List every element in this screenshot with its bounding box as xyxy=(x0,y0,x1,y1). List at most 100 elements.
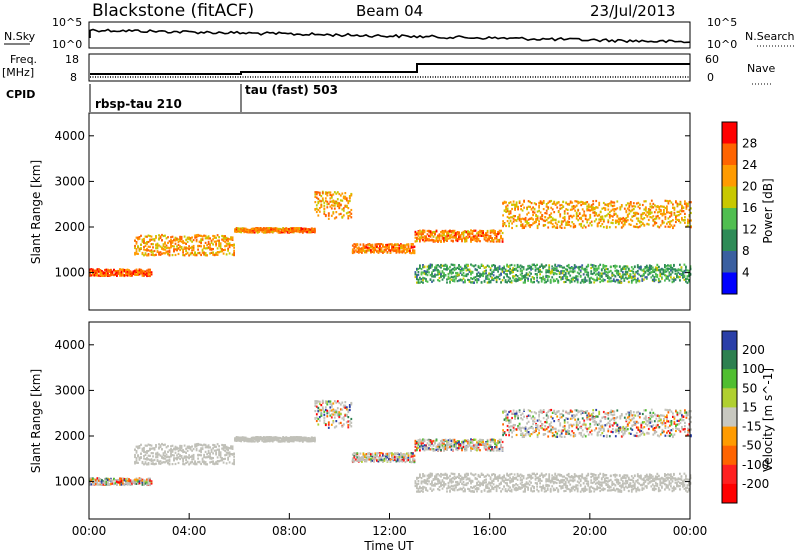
velocity-cell xyxy=(359,459,362,462)
power-cell xyxy=(371,243,374,246)
power-cell xyxy=(500,229,502,232)
power-cell xyxy=(174,236,177,239)
power-cell xyxy=(413,249,416,252)
power-cell xyxy=(680,266,683,269)
power-cell xyxy=(185,249,187,252)
power-cell xyxy=(432,279,435,282)
velocity-cell xyxy=(317,406,320,409)
power-cell xyxy=(213,235,216,238)
power-cell xyxy=(413,251,416,254)
power-cell xyxy=(428,271,430,274)
power-cell xyxy=(401,244,404,247)
power-cell xyxy=(277,227,280,230)
power-cell xyxy=(593,267,596,270)
power-cell xyxy=(204,241,207,244)
power-cell xyxy=(501,268,504,271)
power-cell xyxy=(144,249,147,252)
power-cell xyxy=(541,215,544,218)
power-cell xyxy=(638,203,641,206)
power-cell xyxy=(553,201,556,204)
power-cell xyxy=(504,280,507,284)
power-cell xyxy=(624,270,627,273)
velocity-cell xyxy=(194,443,196,446)
velocity-cell xyxy=(285,436,288,439)
velocity-cell xyxy=(212,462,214,465)
power-cell xyxy=(456,238,459,241)
power-cell xyxy=(551,265,554,268)
power-cell xyxy=(323,201,326,204)
velocity-cell xyxy=(398,460,401,463)
velocity-cell xyxy=(170,451,172,454)
power-cell xyxy=(612,278,615,281)
power-cell xyxy=(681,216,683,220)
power-cell xyxy=(161,252,163,255)
power-cell xyxy=(458,234,460,237)
power-cell xyxy=(597,271,600,274)
power-cell xyxy=(135,269,138,272)
power-cell xyxy=(575,217,578,220)
power-cell xyxy=(683,274,686,277)
velocity-cell xyxy=(143,463,145,466)
power-cell xyxy=(670,220,673,223)
power-cell xyxy=(326,200,329,203)
power-cell xyxy=(491,276,493,279)
power-cell xyxy=(584,269,587,272)
power-cell xyxy=(432,275,435,278)
velocity-cell xyxy=(282,436,285,439)
power-cell xyxy=(140,247,142,250)
power-cell xyxy=(491,264,493,267)
power-cell xyxy=(425,239,427,242)
power-cell xyxy=(456,274,459,277)
power-cell xyxy=(479,274,481,277)
power-cell xyxy=(638,267,641,270)
power-cell xyxy=(593,269,596,272)
power-cell xyxy=(195,238,198,241)
power-cell xyxy=(489,280,492,283)
power-cell xyxy=(534,269,537,272)
power-cell xyxy=(681,218,683,221)
velocity-cell xyxy=(218,448,220,451)
velocity-cell xyxy=(179,444,181,447)
velocity-cell xyxy=(323,413,326,416)
power-cell xyxy=(450,272,453,275)
power-cell xyxy=(300,230,303,233)
power-cell xyxy=(392,249,395,252)
power-cell xyxy=(578,268,581,271)
power-cell xyxy=(676,218,679,221)
power-cell xyxy=(434,233,436,236)
velocity-cell xyxy=(371,456,374,459)
power-cell xyxy=(313,230,316,233)
power-cell xyxy=(143,237,145,241)
power-cell xyxy=(446,239,448,242)
power-cell xyxy=(526,208,528,211)
power-cell xyxy=(608,280,611,283)
power-cell xyxy=(423,272,426,275)
velocity-cell xyxy=(212,460,214,463)
velocity-cell xyxy=(155,452,157,455)
power-cell xyxy=(294,227,297,230)
power-cell xyxy=(607,221,610,224)
power-cell xyxy=(271,227,274,230)
power-cell xyxy=(277,229,280,232)
power-cell xyxy=(371,250,374,253)
velocity-cell xyxy=(210,457,213,460)
power-cell xyxy=(688,208,691,212)
power-cell xyxy=(569,270,572,273)
power-cell xyxy=(443,239,445,242)
power-cell xyxy=(562,216,565,219)
power-cell xyxy=(647,270,650,273)
power-cell xyxy=(665,275,668,278)
power-cell xyxy=(147,272,150,275)
power-cell xyxy=(549,272,552,275)
power-cell xyxy=(201,249,204,252)
velocity-cell xyxy=(164,443,166,446)
power-cell xyxy=(511,216,513,219)
power-cell xyxy=(676,269,678,272)
power-cell xyxy=(338,204,341,207)
velocity-cell xyxy=(388,452,390,455)
power-cell xyxy=(536,215,539,218)
power-cell xyxy=(522,275,525,278)
velocity-cell xyxy=(204,461,207,464)
velocity-cell xyxy=(295,436,298,439)
power-cell xyxy=(437,236,439,239)
